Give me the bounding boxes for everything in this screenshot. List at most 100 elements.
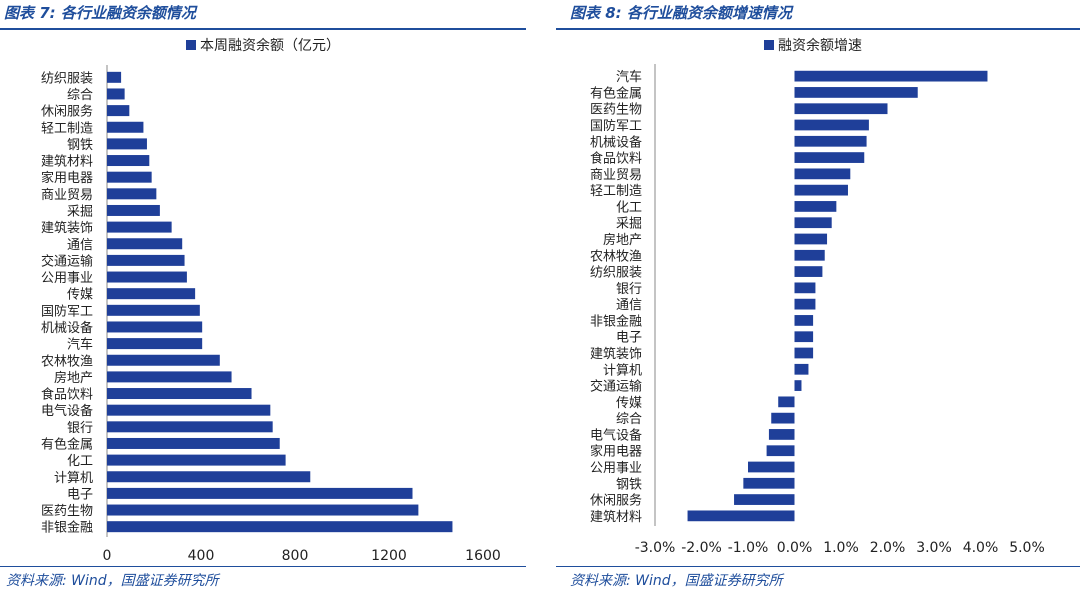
growth-bar: [771, 412, 795, 424]
growth-x-tick-label: -1.0%: [728, 540, 769, 556]
balance-bar: [107, 254, 185, 266]
growth-category-label: 综合: [616, 412, 642, 427]
growth-bar: [794, 70, 988, 82]
growth-category-label: 医药生物: [590, 103, 642, 118]
balance-category-label: 食品饮料: [41, 387, 93, 403]
growth-category-label: 轻工制造: [590, 184, 642, 199]
growth-category-label: 国防军工: [590, 118, 642, 134]
right-title-rule: [556, 28, 1080, 30]
balance-bar: [107, 504, 419, 516]
growth-category-label: 传媒: [616, 396, 642, 411]
balance-bar: [107, 238, 183, 250]
balance-bar: [107, 88, 125, 100]
growth-x-tick-label: -3.0%: [635, 540, 676, 556]
balance-category-label: 钢铁: [67, 138, 93, 153]
growth-category-label: 交通运输: [590, 379, 642, 395]
growth-category-label: 电气设备: [590, 427, 642, 443]
growth-category-label: 汽车: [616, 69, 642, 85]
balance-bar: [107, 421, 273, 433]
balance-category-label: 电子: [67, 487, 93, 502]
balance-bar: [107, 354, 220, 366]
balance-category-label: 机械设备: [41, 320, 93, 336]
balance-category-label: 化工: [67, 454, 93, 469]
growth-x-tick-label: 3.0%: [916, 540, 952, 556]
balance-bar: [107, 404, 271, 416]
balance-category-label: 交通运输: [41, 253, 93, 269]
growth-bar: [794, 103, 888, 115]
growth-bar: [794, 168, 851, 180]
balance-category-label: 有色金属: [41, 436, 93, 452]
growth-category-label: 化工: [616, 200, 642, 215]
growth-x-tick-label: 1.0%: [823, 540, 859, 556]
growth-category-label: 通信: [616, 298, 642, 313]
balance-category-label: 采掘: [67, 204, 93, 219]
growth-x-tick-label: 0.0%: [777, 540, 813, 556]
balance-bar: [107, 105, 130, 117]
growth-category-label: 电子: [616, 331, 642, 346]
growth-bar: [794, 119, 869, 131]
growth-category-label: 采掘: [616, 217, 642, 232]
left-panel-title: 图表 7: 各行业融资余额情况: [4, 4, 196, 22]
growth-bar: [794, 380, 802, 391]
growth-legend-label: 融资余额增速: [778, 37, 862, 54]
growth-bar: [794, 217, 832, 229]
growth-bar: [794, 87, 918, 98]
balance-category-label: 轻工制造: [41, 121, 93, 136]
balance-bar: [107, 271, 187, 283]
right-panel-title: 图表 8: 各行业融资余额增速情况: [570, 4, 792, 22]
growth-bar: [734, 494, 795, 505]
balance-category-label: 综合: [67, 88, 93, 103]
growth-bar: [768, 429, 795, 440]
growth-category-label: 钢铁: [616, 477, 642, 492]
growth-category-label: 纺织服装: [590, 266, 642, 281]
balance-bar: [107, 221, 172, 233]
growth-category-label: 公用事业: [590, 461, 642, 476]
growth-bar: [794, 249, 825, 261]
growth-bar: [794, 331, 814, 343]
growth-x-tick-label: 4.0%: [963, 540, 999, 556]
balance-bar: [107, 521, 453, 533]
left-title-rule: [0, 28, 526, 30]
growth-category-label: 房地产: [603, 232, 642, 248]
growth-x-tick-label: -2.0%: [681, 540, 722, 556]
growth-bar: [794, 135, 867, 147]
balance-category-label: 农林牧渔: [41, 354, 93, 369]
growth-bar: [794, 266, 823, 277]
growth-category-label: 机械设备: [590, 134, 642, 150]
balance-bar: [107, 454, 286, 466]
balance-bar: [107, 171, 152, 183]
balance-category-label: 休闲服务: [41, 104, 93, 120]
growth-bar: [794, 184, 848, 196]
growth-bar: [794, 298, 816, 310]
balance-category-label: 非银金融: [41, 520, 93, 536]
balance-bar: [107, 371, 232, 383]
balance-bar: [107, 204, 160, 216]
growth-category-label: 银行: [616, 282, 642, 297]
balance-bar: [107, 471, 311, 483]
growth-bar: [794, 347, 814, 359]
growth-category-label: 非银金融: [590, 313, 642, 329]
balance-bar: [107, 71, 122, 83]
balance-bar: [107, 304, 200, 316]
balance-category-label: 建筑装饰: [41, 220, 93, 236]
growth-x-tick-label: 5.0%: [1009, 540, 1045, 556]
balance-bar: [107, 338, 203, 350]
growth-bar: [794, 363, 809, 375]
growth-category-label: 商业贸易: [590, 168, 642, 183]
balance-category-label: 建筑材料: [41, 154, 93, 170]
growth-bar: [766, 445, 795, 457]
balance-category-label: 计算机: [54, 471, 93, 486]
balance-x-tick-label: 1200: [371, 548, 407, 564]
growth-legend-swatch: [764, 40, 774, 50]
balance-category-label: 家用电器: [41, 170, 93, 186]
balance-category-label: 医药生物: [41, 504, 93, 519]
balance-category-label: 银行: [67, 421, 93, 436]
growth-category-label: 建筑装饰: [590, 346, 642, 362]
balance-category-label: 传媒: [67, 288, 93, 303]
growth-bar: [778, 396, 795, 408]
balance-category-label: 纺织服装: [41, 71, 93, 86]
balance-category-label: 汽车: [67, 337, 93, 353]
growth-bar: [794, 233, 828, 245]
growth-bar: [748, 461, 795, 473]
